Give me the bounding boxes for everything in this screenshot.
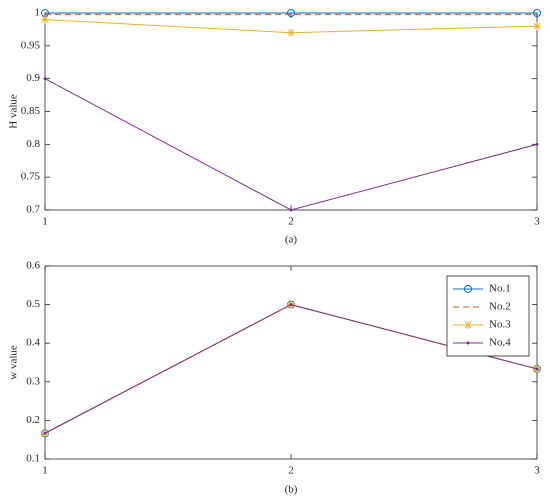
x-tick-label: 3	[534, 465, 540, 477]
y-tick-label: 0.95	[21, 39, 41, 51]
legend-label: No.2	[489, 301, 511, 313]
y-tick-label: 0.2	[26, 414, 40, 426]
y-tick-label: 0.5	[26, 298, 40, 310]
y-tick-label: 0.9	[26, 72, 40, 84]
marker	[287, 28, 295, 37]
y-axis-label: w value	[8, 345, 20, 380]
y-tick-label: 0.3	[26, 375, 40, 387]
marker	[535, 367, 539, 371]
y-tick-label: 0.85	[21, 105, 41, 117]
y-tick-label: 1	[35, 7, 41, 19]
marker	[43, 77, 47, 81]
x-tick-label: 2	[288, 216, 294, 228]
legend-label: No.3	[489, 319, 511, 331]
caption: (a)	[285, 234, 298, 246]
legend-marker	[464, 321, 472, 329]
plot-area	[44, 12, 538, 211]
y-tick-label: 0.6	[26, 260, 40, 272]
legend-marker	[466, 341, 470, 345]
y-tick-label: 0.1	[26, 453, 40, 465]
marker	[287, 9, 295, 17]
marker	[533, 22, 541, 31]
x-tick-label: 1	[42, 216, 48, 228]
y-tick-label: 0.8	[26, 138, 40, 150]
y-tick-label: 0.75	[21, 171, 41, 183]
x-tick-label: 2	[288, 465, 294, 477]
marker	[289, 208, 293, 212]
y-tick-label: 0.4	[26, 337, 40, 349]
x-tick-label: 3	[534, 216, 540, 228]
marker	[41, 15, 49, 24]
marker	[535, 142, 539, 146]
marker	[43, 431, 47, 435]
legend-label: No.1	[489, 283, 511, 295]
legend-label: No.4	[489, 337, 511, 349]
marker	[289, 303, 293, 307]
caption: (b)	[285, 484, 298, 496]
y-tick-label: 0.7	[26, 204, 40, 216]
marker	[533, 9, 541, 17]
y-axis-label: H value	[8, 94, 20, 129]
x-tick-label: 1	[42, 465, 48, 477]
legend-marker	[464, 285, 472, 293]
legend-box	[446, 275, 530, 357]
